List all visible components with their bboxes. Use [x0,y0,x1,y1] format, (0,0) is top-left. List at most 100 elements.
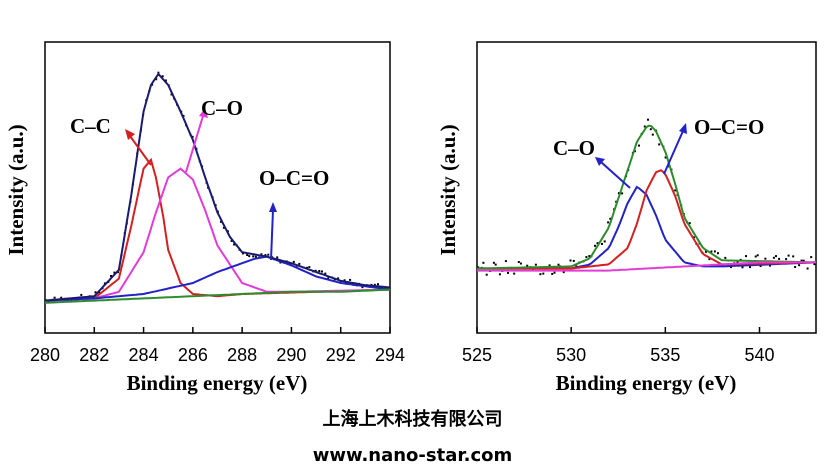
data-point-right [775,255,777,258]
data-point-left [276,256,279,259]
data-point-right [588,255,591,258]
data-point-left [155,78,158,81]
series-right-2 [476,124,817,270]
data-point-left [161,75,164,78]
arrow-cc-head [125,129,135,140]
data-point-right [647,118,649,121]
data-point-right [513,272,516,275]
data-point-right [692,236,695,239]
series-right-co [477,185,817,270]
data-point-left [260,253,263,256]
arrow-co [185,115,204,173]
x-tick-label-left: 290 [276,345,306,365]
data-point-right [596,242,599,245]
data-point-right [494,263,497,266]
data-point-right [710,250,713,253]
arrow-co-right [600,161,631,189]
scatter-right [477,118,816,276]
data-point-right [603,240,606,243]
series-left-oco [44,255,391,302]
x-ticks-right: 525 530 535 540 [462,327,775,365]
data-point-right [485,273,488,276]
series-right-3 [477,261,816,272]
data-point-right [778,257,781,260]
series-left-4 [44,288,391,304]
data-point-left [361,286,364,289]
data-point-right [800,259,803,262]
company-url[interactable]: www.nano-star.com [312,445,513,466]
arrow-cc [129,135,152,166]
arrows-right [595,123,687,189]
data-point-right [708,258,711,261]
data-point-left [233,243,236,246]
data-point-right [569,259,572,262]
data-point-left [327,277,330,280]
data-point-left [318,270,321,272]
data-point-right [553,271,556,274]
label-occ-left: O–C=O [259,166,329,190]
data-point-right [507,271,509,274]
data-point-right [792,255,795,258]
label-cc-left: C–C [70,114,111,138]
arrow-occ-right [663,130,684,175]
data-point-right [601,242,603,245]
x-tick-label-right: 530 [556,345,586,365]
data-point-left [298,262,301,265]
series-lines-right [476,124,817,272]
data-point-right [557,263,560,266]
data-point-right [717,252,719,255]
data-point-left [254,255,257,258]
data-point-left [222,226,225,229]
data-point-right [674,189,677,192]
x-tick-label-left: 294 [375,345,405,365]
x-tick-label-right: 535 [650,345,680,365]
x-tick-label-left: 284 [129,345,159,365]
data-point-right [745,255,747,258]
data-point-right [609,217,612,220]
data-point-right [585,256,588,259]
data-point-right [517,261,520,263]
data-point-right [705,250,707,253]
x-tick-label-right: 525 [462,345,492,365]
data-point-right [806,267,809,270]
data-point-right [724,256,727,259]
data-point-right [749,266,751,269]
data-point-left [343,279,346,282]
data-point-right [492,261,495,264]
data-point-right [798,264,801,267]
x-tick-label-right: 540 [744,345,774,365]
label-co-right: C–O [553,136,595,160]
data-point-right [730,266,732,269]
data-point-right [754,255,757,258]
data-point-right [713,250,716,253]
x-tick-label-left: 286 [178,345,208,365]
data-point-left [164,79,167,82]
arrow-occ-right-head [679,123,687,134]
data-point-right [572,259,575,262]
data-point-left [92,296,95,299]
data-point-left [110,275,112,277]
data-point-right [772,256,775,259]
ylabel-right: Intensity (a.u.) [436,124,460,255]
data-point-right [802,259,805,262]
data-point-right [562,271,565,274]
data-point-right [607,221,610,224]
data-point-right [813,263,816,266]
arrow-co-head [199,108,208,118]
data-point-left [248,255,251,258]
data-point-right [539,273,542,276]
data-point-left [264,254,267,257]
data-point-left [94,291,97,294]
label-occ-right: O–C=O [694,115,764,139]
company-name: 上海上木科技有限公司 [322,409,503,430]
data-point-right [519,262,522,265]
arrow-occ-head [269,202,277,212]
chart-right: 525 530 535 540 C–O O–C=O Binding energy (e… [436,41,817,395]
data-point-right [741,266,744,269]
plot-frame-right [476,41,817,334]
data-point-left [170,93,173,96]
data-point-right [736,261,739,264]
x-tick-label-left: 292 [326,345,356,365]
data-point-left [292,260,295,263]
x-tick-label-left: 282 [79,345,109,365]
